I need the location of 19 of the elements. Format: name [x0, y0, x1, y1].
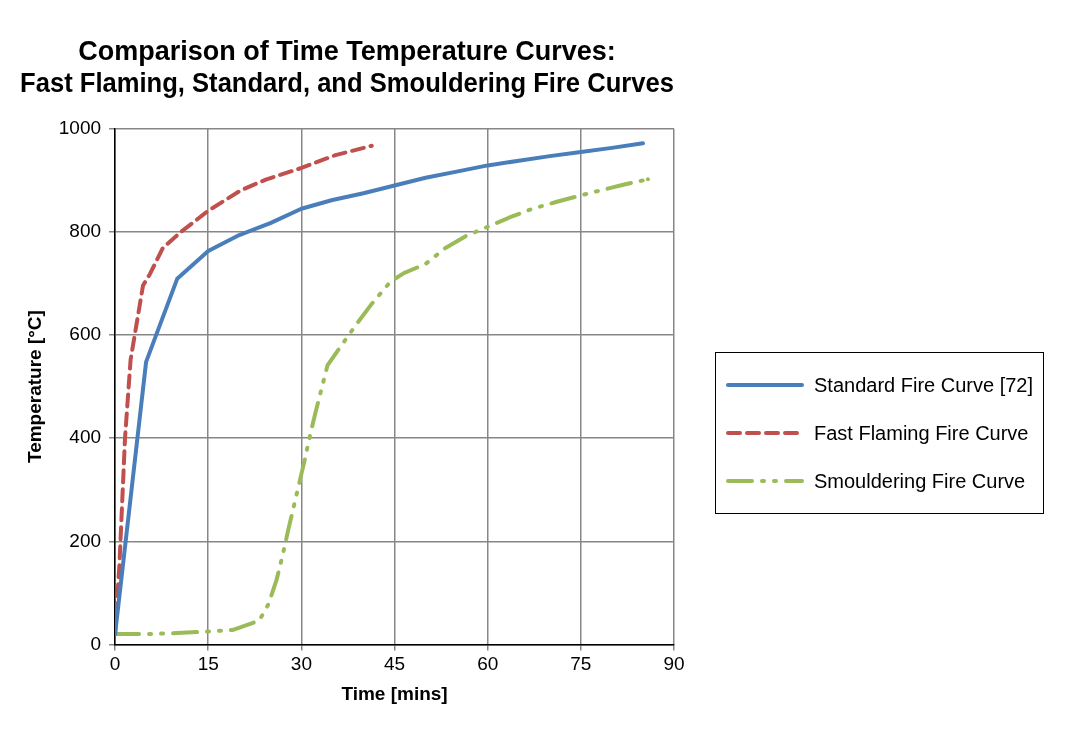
y-tick-label: 400	[69, 426, 102, 448]
y-tick-label: 200	[69, 529, 102, 551]
x-tick-label: 15	[197, 653, 219, 675]
x-tick-label: 45	[383, 653, 406, 675]
x-tick-label: 0	[109, 653, 121, 675]
y-tick-label: 1000	[58, 117, 102, 139]
x-tick-label: 75	[570, 653, 592, 675]
x-axis-title: Time [mins]	[341, 682, 448, 704]
chart-title: Comparison of Time Temperature Curves: Fast Flaming, Standard, and Smouldering Fire Curves	[20, 35, 674, 99]
y-tick-label: 800	[69, 220, 102, 242]
y-tick-label: 600	[69, 323, 102, 345]
legend-label: Standard Fire Curve [72]	[814, 373, 1033, 397]
legend-label: Smouldering Fire Curve	[814, 469, 1026, 493]
x-tick-label: 90	[663, 653, 685, 675]
legend-label: Fast Flaming Fire Curve	[814, 421, 1029, 445]
y-axis-title: Temperature [°C]	[23, 310, 45, 464]
x-tick-label: 60	[477, 653, 499, 675]
y-tick-label: 0	[90, 632, 102, 654]
x-tick-label: 30	[290, 653, 312, 675]
